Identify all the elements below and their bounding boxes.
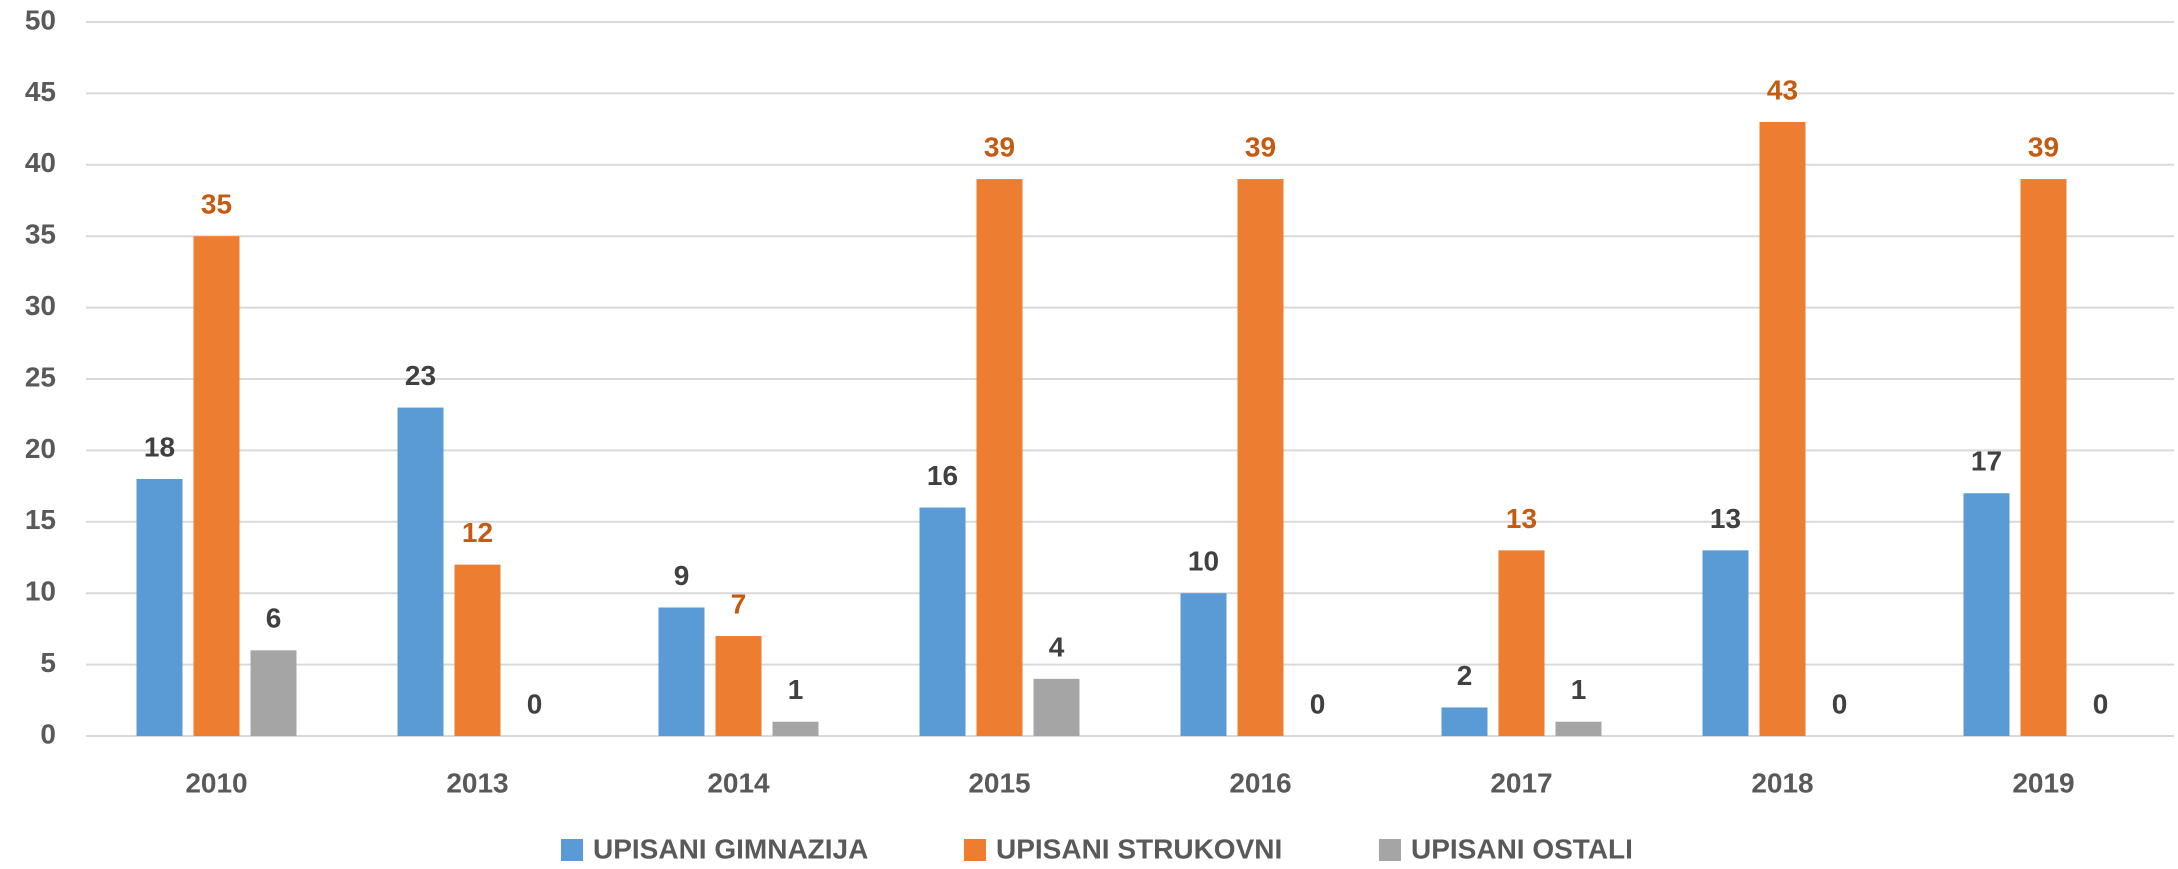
y-tick-label: 5 xyxy=(40,647,56,678)
bar xyxy=(1963,493,2010,736)
bar xyxy=(397,407,444,736)
y-tick-label: 25 xyxy=(25,361,56,392)
data-label: 0 xyxy=(1310,688,1326,719)
legend-label: UPISANI OSTALI xyxy=(1411,833,1633,864)
bar xyxy=(1441,707,1488,736)
x-tick-label: 2013 xyxy=(446,767,508,798)
y-tick-label: 0 xyxy=(40,718,56,749)
data-label: 23 xyxy=(405,360,436,391)
data-label: 39 xyxy=(984,131,1015,162)
y-tick-label: 45 xyxy=(25,76,56,107)
bar xyxy=(919,507,966,736)
data-label: 39 xyxy=(2028,131,2059,162)
data-label: 0 xyxy=(527,688,543,719)
bar xyxy=(658,607,705,736)
bar xyxy=(772,721,819,736)
data-label: 0 xyxy=(1832,688,1848,719)
bar xyxy=(1498,550,1545,736)
legend-swatch xyxy=(561,839,583,861)
legend-label: UPISANI STRUKOVNI xyxy=(996,833,1282,864)
bar xyxy=(1180,593,1227,736)
bar xyxy=(2020,179,2067,736)
bar xyxy=(136,478,183,736)
data-label: 4 xyxy=(1049,631,1065,662)
x-tick-label: 2016 xyxy=(1229,767,1291,798)
legend-swatch xyxy=(964,839,986,861)
data-label: 0 xyxy=(2093,688,2109,719)
bar xyxy=(1759,121,1806,736)
y-tick-label: 10 xyxy=(25,576,56,607)
data-label: 43 xyxy=(1767,74,1798,105)
data-label: 35 xyxy=(201,189,232,220)
x-tick-label: 2017 xyxy=(1490,767,1552,798)
y-tick-label: 35 xyxy=(25,219,56,250)
data-label: 7 xyxy=(731,588,747,619)
data-label: 18 xyxy=(144,431,175,462)
data-label: 39 xyxy=(1245,131,1276,162)
bar xyxy=(1702,550,1749,736)
bar xyxy=(1033,678,1080,736)
data-label: 17 xyxy=(1971,446,2002,477)
data-label: 1 xyxy=(788,674,804,705)
data-label: 1 xyxy=(1571,674,1587,705)
bar xyxy=(193,236,240,736)
y-tick-label: 15 xyxy=(25,504,56,535)
x-tick-label: 2018 xyxy=(1751,767,1813,798)
legend-label: UPISANI GIMNAZIJA xyxy=(593,833,868,864)
bar xyxy=(1555,721,1602,736)
data-label: 13 xyxy=(1506,503,1537,534)
data-label: 2 xyxy=(1457,660,1473,691)
data-label: 10 xyxy=(1188,546,1219,577)
y-tick-label: 50 xyxy=(25,4,56,35)
x-tick-label: 2010 xyxy=(185,767,247,798)
y-tick-label: 30 xyxy=(25,290,56,321)
x-tick-label: 2014 xyxy=(707,767,770,798)
y-tick-label: 20 xyxy=(25,433,56,464)
legend-swatch xyxy=(1379,839,1401,861)
y-tick-label: 40 xyxy=(25,147,56,178)
data-label: 6 xyxy=(266,603,282,634)
data-label: 12 xyxy=(462,517,493,548)
x-tick-label: 2015 xyxy=(968,767,1030,798)
data-label: 16 xyxy=(927,460,958,491)
bar xyxy=(454,564,501,736)
bar xyxy=(250,650,297,736)
bar xyxy=(976,179,1023,736)
data-label: 13 xyxy=(1710,503,1741,534)
data-label: 9 xyxy=(674,560,690,591)
bar xyxy=(1237,179,1284,736)
x-tick-label: 2019 xyxy=(2012,767,2074,798)
bar xyxy=(715,636,762,736)
